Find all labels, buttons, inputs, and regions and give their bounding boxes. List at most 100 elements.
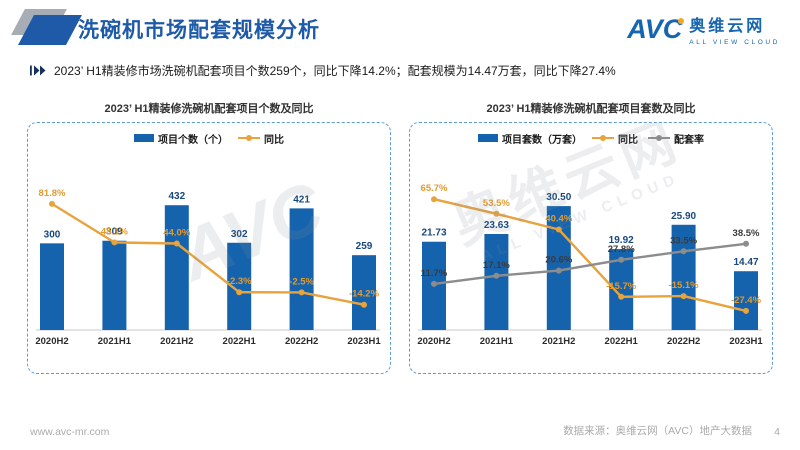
summary-bullet: 2023’ H1精装修市场洗碗机配套项目个数259个，同比下降14.2%；配套规… xyxy=(30,62,616,79)
avc-logo-orange-dot-icon xyxy=(678,17,685,24)
x-tick-label: 2022H2 xyxy=(667,336,700,347)
line-point xyxy=(49,200,55,207)
x-tick-label: 2021H2 xyxy=(542,336,575,347)
line-value-label: -2.5% xyxy=(289,276,314,287)
legend-line-swatch xyxy=(238,134,260,142)
bar-value-label: 19.92 xyxy=(609,235,634,246)
line-point xyxy=(236,289,243,296)
bar xyxy=(484,234,509,330)
line-value-label: 65.7% xyxy=(421,183,448,194)
line-value-label: 27.8% xyxy=(608,244,635,255)
bar-value-label: 30.50 xyxy=(546,192,571,203)
line-point xyxy=(680,293,687,300)
bar-value-label: 21.73 xyxy=(421,228,446,239)
left-chart-legend: 项目个数（个） 同比 xyxy=(32,128,386,148)
line-value-label: -14.2% xyxy=(349,289,380,300)
line-value-label: 33.5% xyxy=(670,235,697,246)
line-series xyxy=(51,202,365,306)
line-point xyxy=(111,239,118,246)
line-point xyxy=(680,248,687,255)
footer: www.avc-mr.com 数据来源：奥维云网（AVC）地产大数据 4 xyxy=(0,418,800,450)
x-tick-label: 2021H1 xyxy=(98,336,132,347)
left-chart-title: 2023’ H1精装修洗碗机配套项目个数及同比 xyxy=(104,103,314,115)
line-point xyxy=(361,301,367,308)
line-value-label: 17.1% xyxy=(483,260,510,271)
legend-item: 项目个数（个） xyxy=(134,131,228,146)
line-value-label: -27.4% xyxy=(731,295,762,306)
bar xyxy=(352,255,376,330)
bar xyxy=(102,240,127,330)
footer-source: 数据来源：奥维云网（AVC）地产大数据 xyxy=(563,425,752,437)
footer-site-link[interactable]: www.avc-mr.com xyxy=(30,426,110,438)
bar-value-label: 302 xyxy=(231,229,248,240)
line-value-label: 44.0% xyxy=(163,228,190,239)
line-point xyxy=(431,280,437,287)
line-point xyxy=(431,196,437,203)
bar xyxy=(671,224,696,330)
x-tick-label: 2021H2 xyxy=(160,336,193,347)
line-point xyxy=(493,272,500,279)
right-chart-legend: 项目套数（万套） 同比 配套率 xyxy=(414,128,768,148)
line-point xyxy=(173,240,180,247)
bar-value-label: 14.47 xyxy=(733,257,758,268)
x-tick-label: 2021H1 xyxy=(480,336,514,347)
line-point xyxy=(618,293,625,300)
legend-item: 项目套数（万套） xyxy=(478,131,582,146)
line-value-label: 81.8% xyxy=(39,188,66,199)
x-tick-label: 2023H1 xyxy=(347,336,381,347)
legend-bar-swatch xyxy=(478,134,498,142)
legend-line-swatch xyxy=(648,134,670,142)
line-value-label: -15.7% xyxy=(606,281,637,292)
line-value-label: 11.7% xyxy=(421,268,448,279)
line-value-label: -2.3% xyxy=(227,276,252,287)
right-chart-title: 2023’ H1精装修洗碗机配套项目套数及同比 xyxy=(486,103,696,115)
x-tick-label: 2020H2 xyxy=(417,336,450,347)
right-chart: 2020H2 2021H1 2021H2 2022H1 2022H2 2023H1 21.7… xyxy=(417,183,763,347)
x-tick-label: 2022H1 xyxy=(605,336,639,347)
right-chart-section: 2023’ H1精装修洗碗机配套项目套数及同比 项目套数（万套） 同比 配套率 20… xyxy=(409,100,773,374)
x-tick-label: 2023H1 xyxy=(729,336,763,347)
legend-line-swatch xyxy=(592,134,614,142)
legend-item: 同比 xyxy=(238,131,284,146)
legend-item: 同比 xyxy=(592,131,638,146)
summary-text: 2023’ H1精装修市场洗碗机配套项目个数259个，同比下降14.2%；配套规… xyxy=(54,64,616,78)
x-tick-label: 2020H2 xyxy=(35,336,68,347)
line-point xyxy=(618,256,625,263)
left-chart-panel: 项目个数（个） 同比 2020H2 2021H1 2021H2 2022H1 2022H2… xyxy=(27,122,391,374)
line-point xyxy=(493,210,500,217)
bar-value-label: 309 xyxy=(106,227,123,238)
avc-logo-en: ALL VIEW CLOUD xyxy=(689,39,780,46)
charts-row: 2023’ H1精装修洗碗机配套项目个数及同比 项目个数（个） 同比 2020H2… xyxy=(0,100,800,374)
line-value-label: 38.5% xyxy=(733,228,760,239)
page-title: 洗碗机市场配套规模分析 xyxy=(78,19,320,42)
legend-label: 同比 xyxy=(618,134,638,146)
line-value-label: 40.4% xyxy=(545,214,572,225)
line-series xyxy=(433,198,747,313)
legend-bar-swatch xyxy=(134,134,154,142)
legend-label: 配套率 xyxy=(674,134,704,146)
left-chart: 2020H2 2021H1 2021H2 2022H1 2022H2 2023H1 300 3… xyxy=(35,188,381,347)
bar xyxy=(40,243,64,330)
bar-value-label: 23.63 xyxy=(484,220,509,231)
legend-label: 项目个数（个） xyxy=(158,134,228,146)
line-point xyxy=(555,226,562,233)
bar-value-label: 421 xyxy=(293,194,310,205)
line-point xyxy=(298,289,305,296)
line-value-label: 45.1% xyxy=(101,226,128,237)
line-series xyxy=(433,242,747,286)
x-tick-label: 2022H2 xyxy=(285,336,318,347)
bar xyxy=(289,208,314,330)
bar xyxy=(734,271,758,330)
legend-label: 同比 xyxy=(264,134,284,146)
avc-logo-text: AVC xyxy=(627,13,685,44)
line-point xyxy=(555,267,562,274)
header: 洗碗机市场配套规模分析 AVC 奥维云网 ALL VIEW CLOUD xyxy=(0,0,800,56)
bar-value-label: 259 xyxy=(356,241,373,252)
bar-value-label: 25.90 xyxy=(671,211,696,222)
x-tick-label: 2022H1 xyxy=(223,336,257,347)
line-value-label: 53.5% xyxy=(483,198,510,209)
avc-logo-cn: 奥维云网 xyxy=(689,18,766,35)
bar-value-label: 300 xyxy=(44,229,61,240)
bar xyxy=(164,205,189,330)
